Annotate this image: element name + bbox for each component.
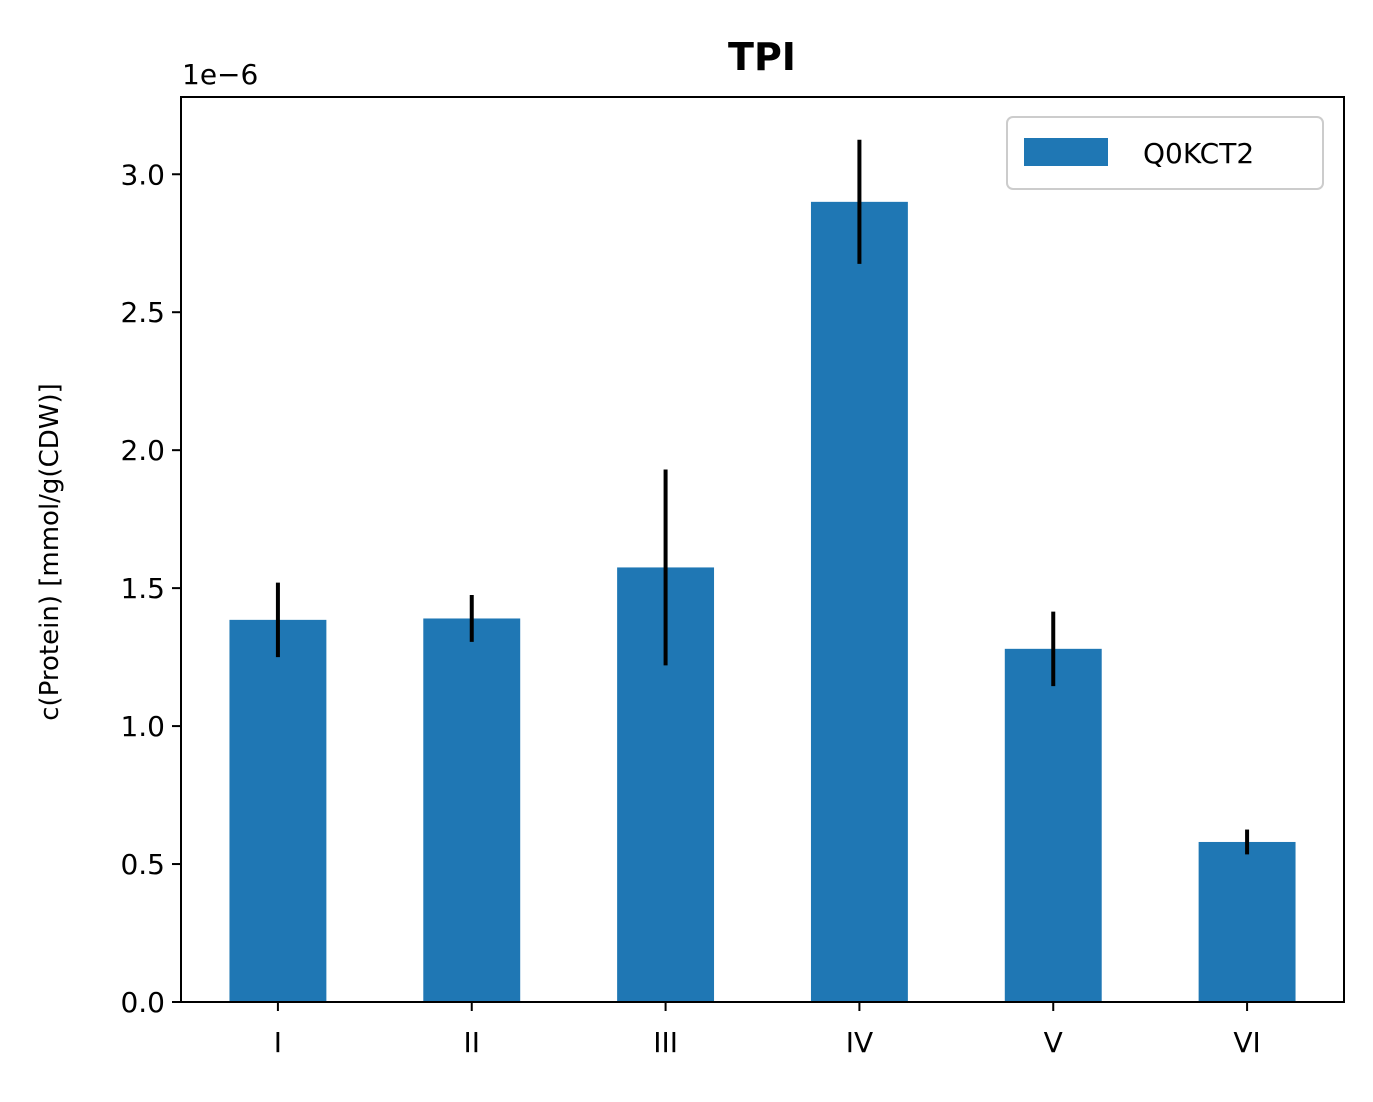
legend: Q0KCT2 xyxy=(1006,116,1324,190)
y-tick-label: 2.5 xyxy=(120,296,165,329)
y-tick-label: 1.0 xyxy=(120,710,165,743)
y-tick-label: 2.0 xyxy=(120,434,165,467)
x-tick-label-III: III xyxy=(653,1026,678,1059)
chart-title: TPI xyxy=(728,35,796,79)
x-tick-label-V: V xyxy=(1044,1026,1063,1059)
bar-IV xyxy=(810,201,908,1003)
y-tick-label: 3.0 xyxy=(120,158,165,191)
y-tick-label: 0.0 xyxy=(120,986,165,1019)
y-tick-label: 0.5 xyxy=(120,848,165,881)
y-axis-offset-label: 1e−6 xyxy=(182,58,258,91)
x-tick-label-VI: VI xyxy=(1233,1026,1260,1059)
x-tick-label-II: II xyxy=(463,1026,480,1059)
axes-frame xyxy=(180,96,1345,1003)
y-axis-label: c(Protein) [mmol/g(CDW)] xyxy=(35,383,65,721)
bar-VI xyxy=(1198,841,1296,1002)
legend-swatch xyxy=(1024,138,1108,166)
plot-area: 0.00.51.01.52.02.53.0I II III IV V VI xyxy=(120,96,1345,1059)
bar-II xyxy=(423,618,521,1002)
x-tick-label-IV: IV xyxy=(846,1026,873,1059)
legend-box xyxy=(1006,116,1324,190)
x-tick-label-I: I xyxy=(274,1026,282,1059)
y-tick-label: 1.5 xyxy=(120,572,165,605)
bar-I xyxy=(229,619,327,1002)
bar-V xyxy=(1004,648,1102,1002)
legend-label: Q0KCT2 xyxy=(1143,137,1254,170)
